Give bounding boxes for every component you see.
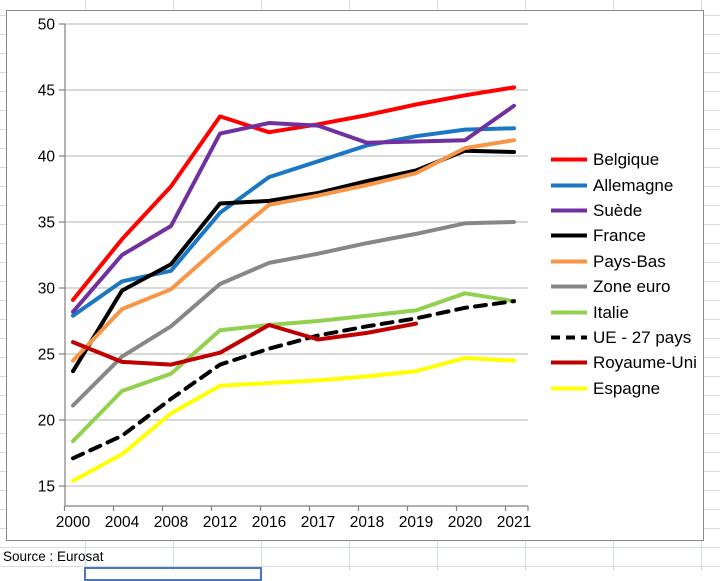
x-tick-label: 2012 [203, 514, 237, 531]
legend-swatch-line [551, 310, 587, 315]
x-tick-label: 2019 [399, 514, 433, 531]
series-line-royaume-uni [71, 321, 418, 367]
legend-label: UE - 27 pays [593, 327, 692, 347]
legend-item[interactable]: Royaume-Uni [551, 350, 697, 375]
series-line-su-de [71, 103, 516, 314]
y-axis: 50 45 40 35 30 25 20 15 [38, 17, 66, 506]
legend-item[interactable]: Espagne [551, 376, 697, 401]
legend-swatch-line [551, 233, 587, 238]
series-line-ue-27-pays [71, 299, 516, 461]
y-tick-label: 15 [38, 479, 55, 496]
legend-label: Belgique [593, 150, 660, 170]
legend-item[interactable]: Belgique [551, 147, 697, 172]
x-tick-label: 2004 [105, 514, 140, 531]
legend-item[interactable]: Pays-Bas [551, 249, 697, 274]
legend-item[interactable]: Zone euro [551, 274, 697, 299]
series-line-italie [71, 291, 516, 444]
legend-label: Zone euro [593, 277, 671, 297]
legend-label: Suède [593, 200, 643, 220]
y-tick-label: 20 [38, 413, 56, 430]
legend-label: Pays-Bas [593, 251, 666, 271]
legend-item[interactable]: Allemagne [551, 172, 697, 197]
legend-label: Allemagne [593, 175, 674, 195]
series-line-france [71, 148, 516, 374]
chart-legend: Belgique Allemagne Suède France Pays-Bas Zone… [551, 147, 697, 401]
legend-item[interactable]: Italie [551, 299, 697, 324]
y-tick-label: 25 [38, 347, 55, 364]
y-tick-label: 50 [38, 17, 56, 34]
legend-label: France [593, 226, 646, 246]
x-tick-label: 2020 [448, 514, 483, 531]
legend-label: Espagne [593, 378, 661, 398]
y-tick-label: 35 [38, 215, 55, 232]
x-tick-label: 2018 [350, 514, 384, 531]
legend-item[interactable]: France [551, 223, 697, 248]
legend-swatch-line [551, 360, 587, 365]
legend-item[interactable]: Suède [551, 198, 697, 223]
gridlines [65, 23, 528, 487]
legend-label: Royaume-Uni [593, 353, 697, 373]
series-lines [71, 85, 516, 483]
legend-swatch-line [551, 183, 587, 188]
y-tick-label: 40 [38, 149, 56, 166]
legend-swatch-line [551, 259, 587, 264]
source-note-cell[interactable]: Source : Eurosat [0, 547, 173, 566]
legend-swatch-line [551, 157, 587, 162]
series-line-zone-euro [71, 220, 516, 408]
chart-object[interactable]: 50 45 40 35 30 25 20 15 2000 2004 2008 2012 2016 2017… [6, 10, 704, 541]
x-tick-label: 2017 [301, 514, 335, 531]
legend-swatch-line [551, 284, 587, 289]
line-chart-plot: 50 45 40 35 30 25 20 15 2000 2004 2008 2012 2016 2017… [38, 17, 531, 532]
source-note-text: Source : Eurosat [3, 549, 104, 564]
x-tick-label: 2008 [154, 514, 188, 531]
selected-cell-border [84, 567, 262, 581]
y-tick-label: 45 [38, 83, 55, 100]
series-line-belgique [71, 85, 516, 302]
y-tick-label: 30 [38, 281, 56, 298]
legend-swatch-line [551, 335, 587, 340]
legend-item[interactable]: UE - 27 pays [551, 325, 697, 350]
legend-label: Italie [593, 302, 629, 322]
x-tick-label: 2016 [252, 514, 286, 531]
series-line-espagne [71, 356, 516, 483]
x-tick-label: 2021 [497, 514, 531, 531]
x-axis: 2000 2004 2008 2012 2016 2017 2018 2019 2020 2021 [56, 505, 531, 531]
legend-swatch-line [551, 386, 587, 391]
legend-swatch-line [551, 208, 587, 213]
x-tick-label: 2000 [56, 514, 91, 531]
series-line-pays-bas [71, 138, 516, 363]
